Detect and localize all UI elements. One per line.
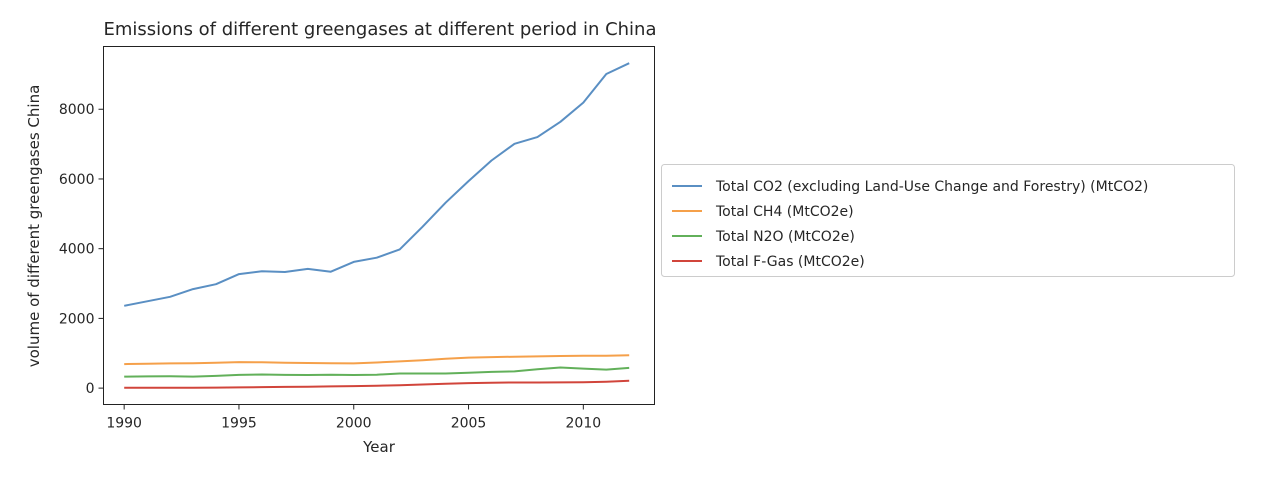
- legend-label-0: Total CO2 (excluding Land-Use Change and…: [715, 179, 1148, 195]
- x-tick-label: 2000: [336, 416, 372, 432]
- legend-label-1: Total CH4 (MtCO2e): [715, 204, 854, 220]
- plot-area: [124, 62, 630, 389]
- x-axis-label: Year: [362, 438, 396, 456]
- legend: Total CO2 (excluding Land-Use Change and…: [661, 164, 1235, 277]
- legend-label-3: Total F-Gas (MtCO2e): [715, 254, 865, 270]
- y-axis: 0 2000 4000 6000 8000: [59, 102, 104, 397]
- x-tick-label: 2005: [451, 416, 487, 432]
- y-tick-label: 0: [86, 381, 95, 397]
- chart-title: Emissions of different greengases at dif…: [103, 19, 656, 40]
- y-axis-label: volume of different greengases China: [25, 85, 43, 368]
- legend-frame: [661, 164, 1235, 277]
- y-tick-label: 4000: [59, 242, 95, 258]
- series-line-2: [124, 366, 630, 378]
- y-tick-label: 8000: [59, 102, 95, 118]
- legend-label-2: Total N2O (MtCO2e): [715, 229, 855, 245]
- series-line-0: [124, 62, 630, 307]
- x-tick-label: 1995: [221, 416, 257, 432]
- plot-frame: [103, 46, 655, 405]
- x-axis: 1990 1995 2000 2005 2010: [106, 404, 602, 432]
- y-tick-label: 6000: [59, 172, 95, 188]
- series-line-1: [124, 354, 630, 366]
- x-tick-label: 2010: [566, 416, 602, 432]
- x-tick-label: 1990: [106, 416, 142, 432]
- y-tick-label: 2000: [59, 311, 95, 327]
- series-line-3: [124, 379, 630, 389]
